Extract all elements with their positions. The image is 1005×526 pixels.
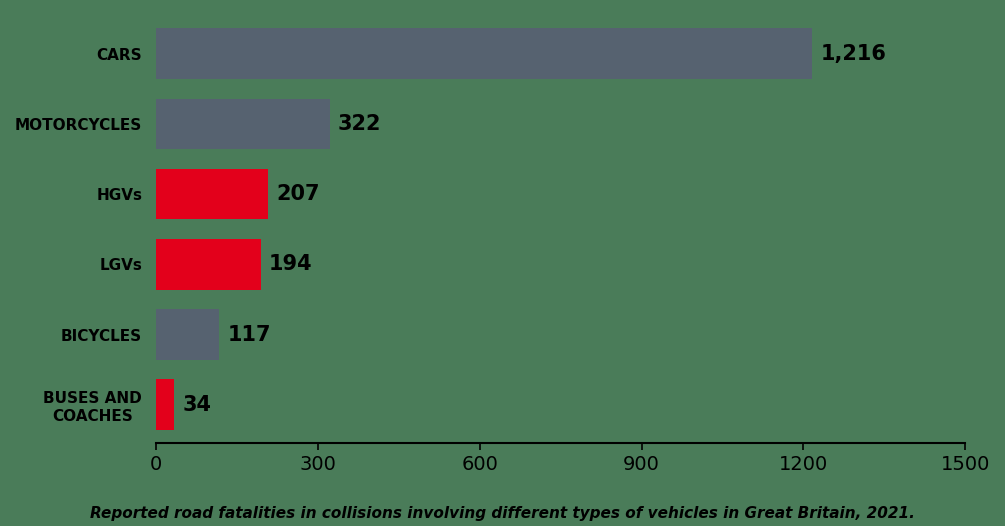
Text: 194: 194	[269, 254, 313, 274]
Text: 117: 117	[227, 325, 270, 345]
Text: 34: 34	[183, 394, 212, 414]
Bar	[156, 98, 330, 149]
Text: 1,216: 1,216	[820, 44, 886, 64]
Bar	[156, 169, 267, 219]
Bar	[156, 28, 812, 79]
Text: 207: 207	[276, 184, 320, 204]
Bar	[156, 309, 219, 360]
Bar	[156, 239, 260, 290]
Bar	[156, 379, 175, 430]
Text: Reported road fatalities in collisions involving different types of vehicles in : Reported road fatalities in collisions i…	[90, 505, 915, 521]
Text: 322: 322	[338, 114, 382, 134]
